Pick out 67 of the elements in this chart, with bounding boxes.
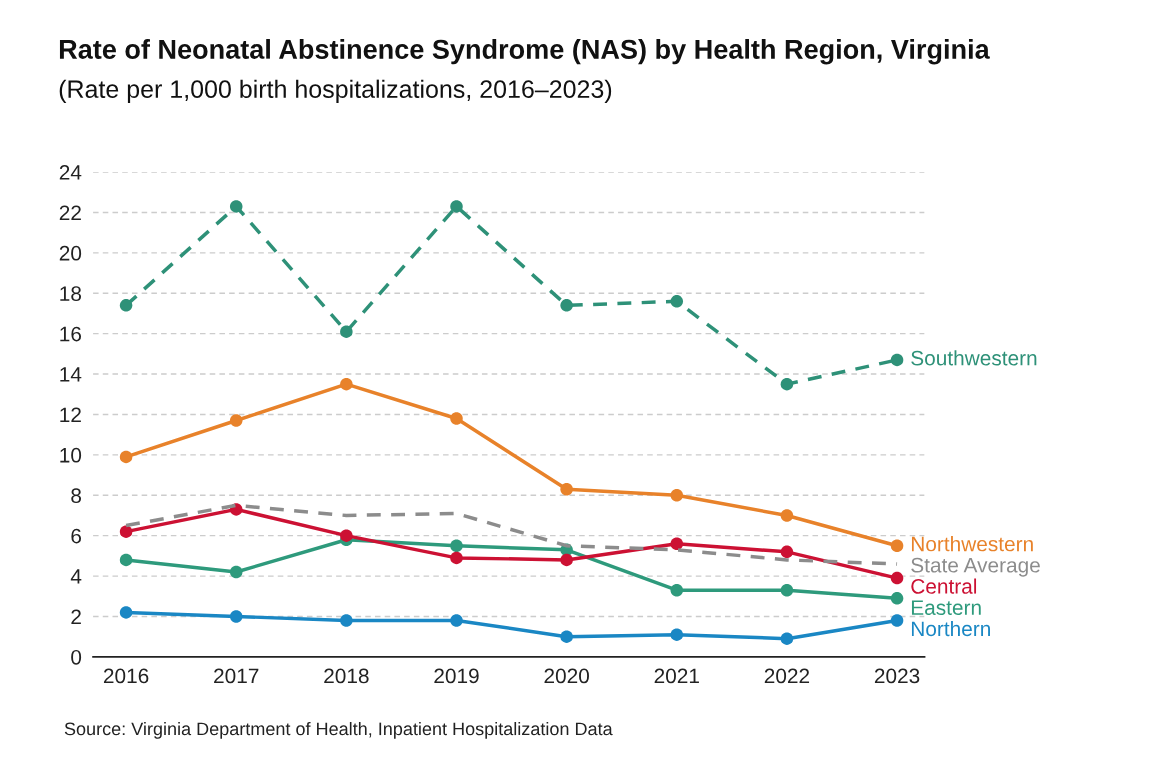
y-tick-label: 0 — [71, 649, 82, 665]
point — [890, 571, 904, 585]
y-tick-label: 24 — [59, 165, 82, 180]
point — [450, 539, 463, 553]
x-tick-label: 2023 — [874, 668, 920, 684]
point — [340, 377, 353, 391]
point — [560, 553, 573, 567]
series-label: Central — [911, 578, 977, 594]
point — [229, 610, 243, 623]
y-tick-label: 12 — [60, 407, 81, 423]
series-label: Southwestern — [911, 350, 1037, 366]
x-tick-label: 2020 — [544, 668, 589, 684]
point — [670, 628, 684, 641]
point — [890, 614, 904, 627]
series-label: Northern — [911, 620, 990, 637]
point — [560, 482, 573, 496]
point — [340, 529, 353, 542]
x-tick-label: 2016 — [103, 668, 149, 684]
chart-subtitle: (Rate per 1,000 birth hospitalizations, 2016–2023) — [59, 79, 612, 103]
point — [119, 606, 133, 619]
x-tick-label: 2022 — [764, 668, 810, 684]
series-label: Eastern — [911, 600, 981, 615]
point — [560, 630, 573, 643]
point — [780, 632, 794, 645]
point — [229, 414, 243, 427]
y-tick-label: 14 — [60, 367, 82, 382]
chart-title: Rate of Neonatal Abstinence Syndrome (NAS) by Health Region, Virginia — [59, 39, 990, 65]
source-note: Source: Virginia Department of Health, Inpatient Hospitalization Data — [64, 722, 613, 739]
point — [670, 489, 684, 502]
y-tick-label: 16 — [60, 326, 82, 342]
x-tick-label: 2018 — [324, 668, 369, 684]
y-tick-label: 22 — [59, 205, 81, 220]
y-tick-label: 6 — [71, 528, 82, 544]
series-label: Northwestern — [911, 536, 1033, 552]
point — [119, 525, 133, 538]
series-label: State Average — [911, 557, 1040, 577]
y-tick-label: 10 — [60, 447, 82, 463]
point — [229, 200, 243, 213]
y-tick-label: 4 — [70, 569, 82, 584]
point — [119, 553, 133, 567]
y-tick-label: 2 — [71, 609, 81, 625]
point — [450, 551, 463, 565]
point — [670, 583, 684, 597]
point — [340, 614, 353, 627]
point — [560, 299, 573, 312]
point — [890, 353, 904, 367]
point — [780, 509, 794, 522]
y-tick-label: 18 — [60, 286, 82, 301]
point — [450, 412, 463, 425]
point — [890, 539, 904, 553]
point — [670, 295, 684, 308]
point — [229, 565, 243, 579]
point — [450, 614, 463, 627]
point — [780, 377, 794, 391]
y-tick-label: 8 — [71, 488, 82, 504]
y-tick-label: 20 — [59, 245, 82, 261]
point — [119, 450, 133, 464]
x-tick-label: 2019 — [434, 668, 479, 684]
point — [780, 545, 794, 559]
point — [670, 537, 684, 550]
x-tick-label: 2017 — [214, 668, 259, 684]
point — [340, 325, 353, 338]
point — [890, 592, 904, 605]
point — [780, 583, 794, 597]
x-tick-label: 2021 — [654, 668, 699, 684]
point — [119, 299, 133, 312]
point — [450, 200, 463, 213]
